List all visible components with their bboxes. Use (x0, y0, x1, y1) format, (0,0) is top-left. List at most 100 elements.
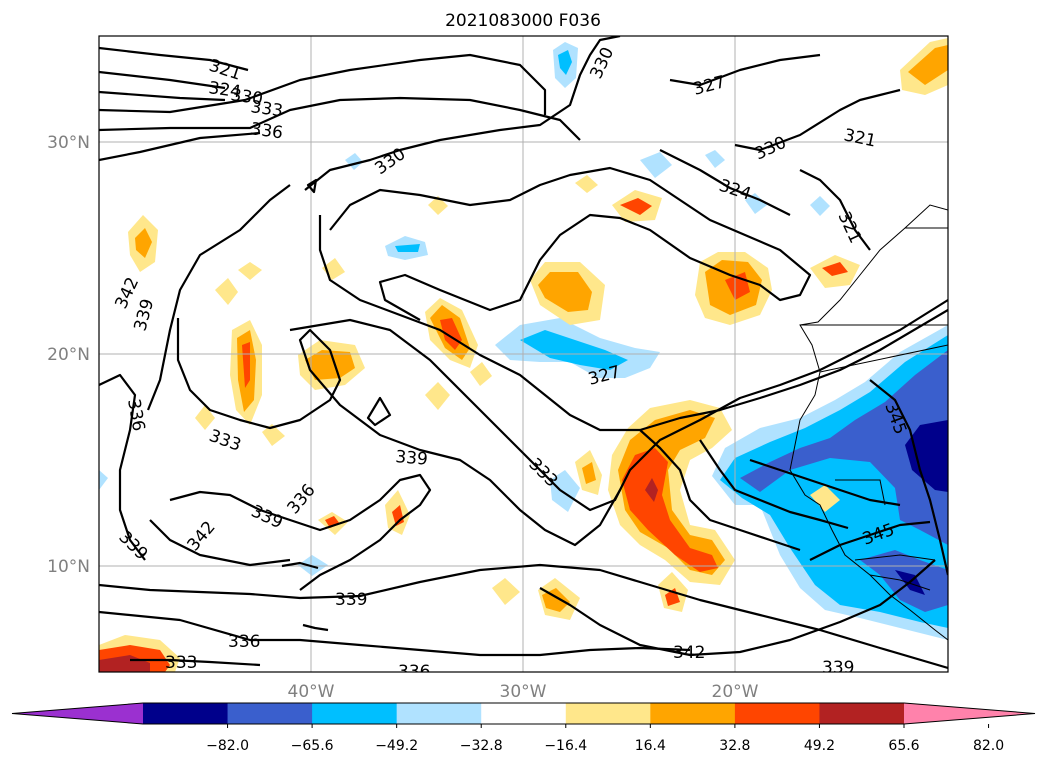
colorbar-segment (481, 703, 567, 724)
contour-333-south (130, 658, 261, 667)
colorbar-tick-label: −65.6 (291, 738, 334, 754)
shade-warm-f-mid (538, 272, 592, 312)
shade-warm-a-core (645, 478, 658, 502)
contour-label: 333 (165, 653, 197, 673)
shade-blue-blob-1-core (395, 244, 420, 252)
shade-blue-blob-2-core (558, 50, 572, 75)
shade-blue-east-core (895, 420, 948, 595)
shade-blue-east-inner (740, 350, 948, 612)
contour-ring-1 (329, 166, 812, 321)
contour-333-mid (176, 318, 621, 547)
lon-label: 20°W (712, 682, 759, 702)
contour-small-3 (281, 561, 319, 570)
shade-warm-h-mid (908, 45, 948, 85)
colorbar-tick-label: 16.4 (635, 738, 666, 754)
lat-axis: 30°N 20°N 10°N (47, 133, 90, 577)
lon-label: 40°W (288, 682, 335, 702)
colorbar-tick-label: −82.0 (206, 738, 249, 754)
shade-warm-k-mid (620, 198, 652, 215)
colorbar: −82.0 −65.6 −49.2 −32.8 −16.4 16.4 32.8 49.2 65.… (11, 702, 1036, 754)
colorbar-segment (396, 703, 482, 724)
shade-warm-p (492, 578, 520, 605)
shade-warm-a-inner (622, 448, 718, 572)
shade-warm-v (215, 278, 238, 305)
shade-warm-w (238, 262, 262, 280)
colorbar-segment (312, 703, 398, 724)
shade-warm-j-mid (822, 262, 848, 276)
contour-label-group: 321 324 330 333 336 330 330 327 330 321 … (111, 44, 910, 682)
shade-blue-blob-6 (810, 196, 830, 216)
contour-label: 336 (249, 119, 284, 143)
contour-east-inner-2 (699, 439, 849, 530)
contour-339-south (99, 563, 948, 670)
negative-shading (99, 42, 948, 640)
contour-ring-3 (146, 184, 291, 411)
contour-label: 324 (207, 78, 242, 102)
contour-small-2 (302, 623, 329, 632)
contour-label: 339 (395, 447, 429, 470)
shade-warm-u (470, 362, 492, 386)
map-panel: 321 324 330 333 336 330 330 327 330 321 … (99, 36, 948, 682)
colorbar-tick-label: −16.4 (544, 738, 587, 754)
colorbar-segment (819, 703, 905, 724)
colorbar-segment (565, 703, 651, 724)
shade-warm-t (425, 382, 450, 410)
contour-east-inner (639, 429, 801, 552)
shade-warm-g-mid (135, 228, 152, 258)
country-border-6 (869, 574, 931, 591)
contour-330-nw (99, 53, 547, 115)
shade-blue-blob-9 (705, 150, 725, 168)
colorbar-segment (227, 703, 313, 724)
shade-warm-a-mid (618, 410, 725, 575)
shade-warm-s (195, 405, 215, 430)
contour-327-ne (669, 53, 821, 87)
contour-label: 333 (249, 97, 284, 121)
colorbar-tick-label: 65.6 (888, 738, 919, 754)
contour-324-nw (99, 70, 226, 90)
contour-336-sw (99, 373, 146, 561)
lon-axis: 40°W 30°W 20°W (288, 682, 759, 702)
contour-345-se-2 (809, 520, 931, 561)
contour-small-1 (366, 396, 392, 427)
shade-warm-x (575, 175, 598, 193)
country-border-3 (819, 344, 948, 373)
contour-lines (99, 36, 948, 670)
shade-warm-aa (810, 485, 840, 512)
contour-345-se (869, 379, 948, 576)
colorbar-tick-label: 32.8 (719, 738, 750, 754)
shade-blue-blob-10 (99, 470, 108, 490)
colorbar-tick-label: 82.0 (973, 738, 1004, 754)
colorbar-outline (11, 702, 1036, 725)
contour-342-sw (149, 519, 291, 567)
shade-warm-n-mid (582, 462, 596, 484)
colorbar-segment (734, 703, 820, 724)
contour-339-mid (289, 299, 948, 512)
contour-321 (99, 46, 249, 72)
map-title: 2021083000 F036 (445, 11, 601, 31)
shade-blue-blob-3 (640, 152, 672, 178)
colorbar-segment (650, 703, 736, 724)
colorbar-segment (143, 703, 229, 724)
contour-label: 339 (822, 658, 854, 678)
contour-330-ne (734, 88, 901, 152)
lat-label: 30°N (47, 133, 90, 153)
shade-warm-l-mid (392, 505, 404, 526)
contour-label: 336 (398, 662, 430, 682)
contour-label: 336 (228, 632, 260, 652)
contour-336-south (99, 610, 691, 657)
contour-small-4 (306, 178, 318, 194)
shade-warm-e-mid (305, 350, 355, 380)
contour-east-3 (749, 458, 901, 507)
contour-label: 339 (335, 590, 367, 610)
contour-330-main (304, 36, 621, 191)
shade-blue-blob-5 (745, 193, 767, 214)
colorbar-extend-low (12, 703, 143, 724)
country-border-4 (835, 479, 886, 506)
shade-blue-blob-7 (550, 470, 580, 512)
map-frame (98, 35, 949, 673)
country-border-5 (854, 554, 936, 561)
contour-324-ne (659, 149, 791, 216)
shade-blue-blob-4 (345, 153, 363, 170)
shade-warm-y (428, 196, 448, 215)
africa-coast (789, 204, 948, 641)
